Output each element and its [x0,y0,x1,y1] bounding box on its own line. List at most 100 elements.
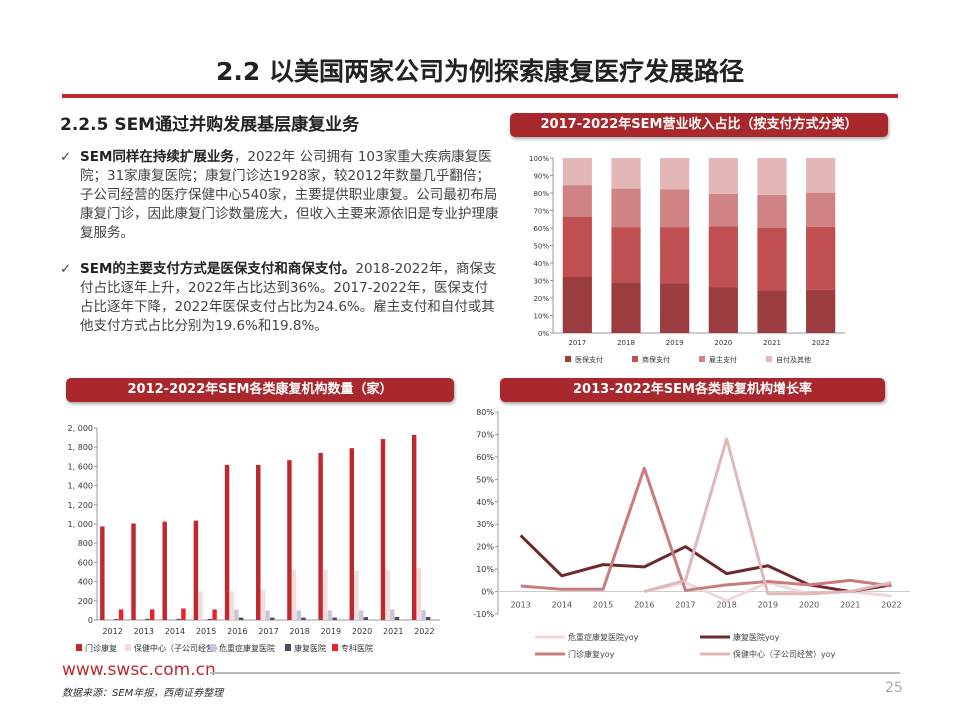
y-tick-label: 0% [481,588,494,597]
bar [260,589,266,620]
bar [323,569,328,620]
legend-swatch [210,644,216,651]
y-tick-label: 2, 000 [68,424,93,433]
y-tick-label: 10% [476,565,494,574]
website-link[interactable]: www.swsc.com.cn [62,660,216,680]
bullet-1: ✓ SEM同样在持续扩展业务，2022年 公司拥有 103家重大疾病康复医院；3… [60,148,500,243]
legend-swatch [285,644,291,651]
legend-label: 医保支付 [575,355,603,364]
legend-swatch [565,356,571,362]
stacked-bar-segment [611,158,641,189]
bar [296,610,302,620]
stacked-bar-segment [611,227,641,283]
y-tick-label: 60% [476,453,494,462]
x-tick-label: 2020 [799,601,819,610]
checkmark-icon: ✓ [60,261,72,277]
bar [100,526,105,620]
y-tick-label: 20% [533,295,549,303]
legend-label: 危重症康复医院yoy [568,632,639,642]
y-tick-label: 1, 400 [68,482,93,491]
y-tick-label: 100% [529,155,549,163]
x-tick-label: 2022 [414,627,434,636]
bar [238,617,244,620]
x-tick-label: 2020 [714,339,732,347]
bar [332,617,337,620]
bar [234,609,239,620]
stacked-bar-segment [806,289,836,333]
y-tick-label: 30% [476,520,494,529]
bullet-2: ✓ SEM的主要支付方式是医保支付和商保支付。2018-2022年，商保支付占比… [60,260,500,336]
footer-divider [210,672,900,674]
y-tick-label: 0% [538,330,549,338]
x-tick-label: 2021 [383,627,403,636]
stacked-bar-segment [708,158,738,194]
bar [425,617,431,620]
page-title: 2.2 以美国两家公司为例探索康复医疗发展路径 [216,57,744,86]
bar [176,618,181,620]
y-tick-label: 30% [533,278,549,286]
bar [212,609,217,620]
legend-label: 商保支付 [642,355,670,364]
y-tick-label: 70% [476,430,494,439]
legend-swatch [76,644,82,651]
y-tick-label: 50% [476,475,494,484]
bar [270,617,275,620]
stacked-bar-segment [708,226,738,288]
y-tick-label: 1, 000 [68,520,93,529]
stacked-bar-segment [757,194,787,228]
stacked-bar-segment [562,216,592,277]
stacked-bar-segment [562,158,592,186]
stacked-bar-segment [757,291,787,333]
series-line [520,466,892,592]
title-divider [62,94,898,98]
stacked-bar-segment [708,287,738,333]
x-tick-label: 2015 [593,601,613,610]
legend-swatch [332,644,338,651]
bar [181,608,186,620]
bar [416,568,422,620]
x-tick-label: 2016 [634,601,654,610]
bar [301,617,306,620]
y-tick-label: 20% [476,543,494,552]
stacked-bar-segment [660,158,690,190]
y-tick-label: -10% [473,610,494,619]
stacked-bar-segment [660,189,690,228]
y-tick-label: 200 [78,597,93,606]
x-tick-label: 2017 [568,339,586,347]
y-tick-label: 50% [533,243,549,251]
stacked-bar-segment [562,277,592,333]
bar [385,570,390,620]
stacked-bar-segment [660,227,690,284]
legend-label: 门诊康复yoy [568,649,615,659]
legend-swatch [125,644,131,651]
bar [411,434,417,620]
x-tick-label: 2019 [321,627,341,636]
page-number: 25 [885,680,903,696]
stacked-bar-segment [806,158,836,193]
legend-label: 康复医院 [294,643,326,653]
x-tick-label: 2022 [881,601,901,610]
stacked-bar-segment [757,228,787,291]
bar [198,591,203,620]
x-tick-label: 2012 [102,627,122,636]
series-line [643,437,892,596]
stacked-bar-segment [708,193,738,227]
x-tick-label: 2021 [840,601,860,610]
y-tick-label: 400 [78,578,93,587]
bullet-1-bold: SEM同样在持续扩展业务 [80,149,234,165]
y-tick-label: 40% [533,260,549,268]
bullet-2-text: 2018-2022年，商保支付占比逐年上升，2022年占比达到36%。2017-… [80,261,497,334]
x-tick-label: 2016 [227,627,247,636]
bar [421,610,426,620]
x-tick-label: 2013 [134,627,154,636]
legend-label: 康复医院yoy [733,632,780,642]
legend-swatch [766,356,772,362]
y-tick-label: 1, 200 [68,501,93,510]
bar [380,439,386,620]
bar [327,610,333,620]
y-tick-label: 1, 600 [68,462,93,471]
y-tick-label: 600 [78,558,93,567]
stacked-bar-segment [757,158,787,195]
